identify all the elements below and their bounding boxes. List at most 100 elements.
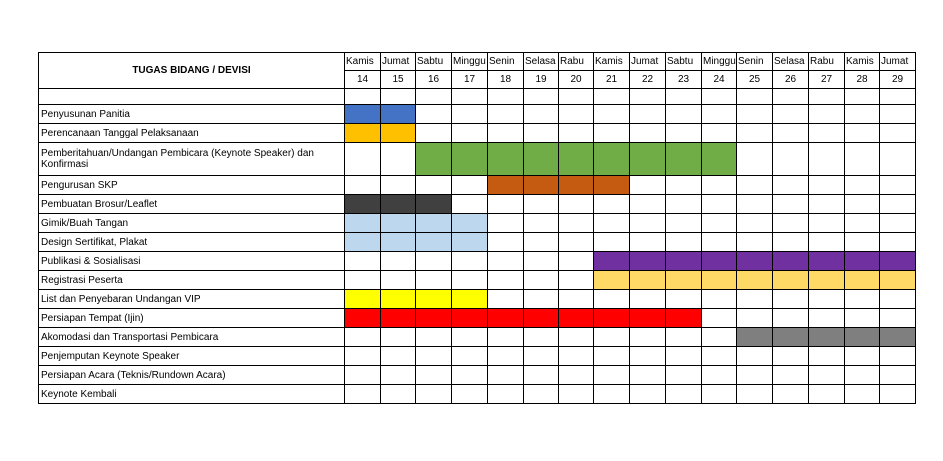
gantt-bar-cell xyxy=(665,270,702,290)
gantt-bar-cell xyxy=(558,175,594,195)
gantt-empty-cell xyxy=(701,384,737,404)
gantt-empty-cell xyxy=(593,365,630,385)
gantt-bar-cell xyxy=(380,213,416,233)
spacer-cell xyxy=(593,88,630,105)
task-label: Perencanaan Tanggal Pelaksanaan xyxy=(38,123,345,143)
gantt-bar-cell xyxy=(344,194,381,214)
gantt-empty-cell xyxy=(701,194,737,214)
gantt-empty-cell xyxy=(415,104,452,124)
gantt-empty-cell xyxy=(558,384,594,404)
gantt-bar-cell xyxy=(344,232,381,252)
gantt-empty-cell xyxy=(879,104,916,124)
gantt-bar-cell xyxy=(808,270,845,290)
gantt-empty-cell xyxy=(558,194,594,214)
spacer-cell xyxy=(380,88,416,105)
spacer-cell xyxy=(38,88,345,105)
header-date-3: 17 xyxy=(451,70,488,89)
gantt-bar-cell xyxy=(451,308,488,328)
gantt-empty-cell xyxy=(523,104,559,124)
gantt-empty-cell xyxy=(593,384,630,404)
gantt-empty-cell xyxy=(451,194,488,214)
gantt-bar-cell xyxy=(629,142,666,176)
gantt-empty-cell xyxy=(380,175,416,195)
gantt-bar-cell xyxy=(344,213,381,233)
spacer-cell xyxy=(558,88,594,105)
gantt-empty-cell xyxy=(487,194,524,214)
gantt-bar-cell xyxy=(879,327,916,347)
gantt-empty-cell xyxy=(844,123,880,143)
gantt-empty-cell xyxy=(736,142,773,176)
gantt-bar-cell xyxy=(844,270,880,290)
gantt-empty-cell xyxy=(736,104,773,124)
header-date-2: 16 xyxy=(415,70,452,89)
gantt-empty-cell xyxy=(380,142,416,176)
gantt-empty-cell xyxy=(665,194,702,214)
gantt-bar-cell xyxy=(879,270,916,290)
gantt-empty-cell xyxy=(523,327,559,347)
gantt-empty-cell xyxy=(665,365,702,385)
gantt-bar-cell xyxy=(558,142,594,176)
gantt-empty-cell xyxy=(772,194,809,214)
header-days-row: TUGAS BIDANG / DEVISI Kamis Jumat Sabtu Min… xyxy=(38,52,916,89)
gantt-empty-cell xyxy=(665,175,702,195)
gantt-bar-cell xyxy=(380,232,416,252)
spacer-cell xyxy=(844,88,880,105)
gantt-bar-cell xyxy=(629,270,666,290)
header-date-6: 20 xyxy=(558,70,594,89)
gantt-bar-cell xyxy=(665,308,702,328)
gantt-empty-cell xyxy=(523,194,559,214)
header-day-11: Senin xyxy=(736,52,773,71)
spacer-cell xyxy=(772,88,809,105)
gantt-bar-cell xyxy=(415,289,452,309)
gantt-empty-cell xyxy=(808,194,845,214)
gantt-empty-cell xyxy=(844,104,880,124)
task-label: Pemberitahuan/Undangan Pembicara (Keynot… xyxy=(38,142,345,176)
task-row: Penjemputan Keynote Speaker xyxy=(38,346,916,366)
header-date-12: 26 xyxy=(772,70,809,89)
gantt-empty-cell xyxy=(879,194,916,214)
gantt-empty-cell xyxy=(736,232,773,252)
header-date-9: 23 xyxy=(665,70,702,89)
header-day-9: Sabtu xyxy=(665,52,702,71)
gantt-bar-cell xyxy=(523,175,559,195)
gantt-empty-cell xyxy=(629,194,666,214)
gantt-empty-cell xyxy=(736,308,773,328)
gantt-empty-cell xyxy=(879,142,916,176)
spacer-cell xyxy=(451,88,488,105)
gantt-empty-cell xyxy=(487,213,524,233)
gantt-empty-cell xyxy=(523,213,559,233)
gantt-empty-cell xyxy=(629,175,666,195)
task-label: Pengurusan SKP xyxy=(38,175,345,195)
gantt-bar-cell xyxy=(415,213,452,233)
gantt-empty-cell xyxy=(808,289,845,309)
gantt-empty-cell xyxy=(344,346,381,366)
gantt-empty-cell xyxy=(344,384,381,404)
spacer-cell xyxy=(523,88,559,105)
task-label: List dan Penyebaran Undangan VIP xyxy=(38,289,345,309)
gantt-empty-cell xyxy=(879,123,916,143)
gantt-empty-cell xyxy=(879,289,916,309)
header-day-3: Minggu xyxy=(451,52,488,71)
gantt-empty-cell xyxy=(808,346,845,366)
gantt-empty-cell xyxy=(879,175,916,195)
gantt-bar-cell xyxy=(380,194,416,214)
header-date-4: 18 xyxy=(487,70,524,89)
gantt-bar-cell xyxy=(736,251,773,271)
gantt-empty-cell xyxy=(593,232,630,252)
gantt-empty-cell xyxy=(415,270,452,290)
gantt-empty-cell xyxy=(344,251,381,271)
task-label: Design Sertifikat, Plakat xyxy=(38,232,345,252)
gantt-bar-cell xyxy=(593,270,630,290)
gantt-bar-cell xyxy=(808,327,845,347)
gantt-empty-cell xyxy=(629,346,666,366)
gantt-empty-cell xyxy=(879,384,916,404)
gantt-empty-cell xyxy=(523,251,559,271)
gantt-empty-cell xyxy=(736,365,773,385)
gantt-empty-cell xyxy=(380,270,416,290)
gantt-empty-cell xyxy=(593,104,630,124)
gantt-empty-cell xyxy=(558,251,594,271)
gantt-empty-cell xyxy=(844,175,880,195)
task-row: Persiapan Tempat (Ijin) xyxy=(38,308,916,328)
gantt-empty-cell xyxy=(487,123,524,143)
gantt-empty-cell xyxy=(772,142,809,176)
